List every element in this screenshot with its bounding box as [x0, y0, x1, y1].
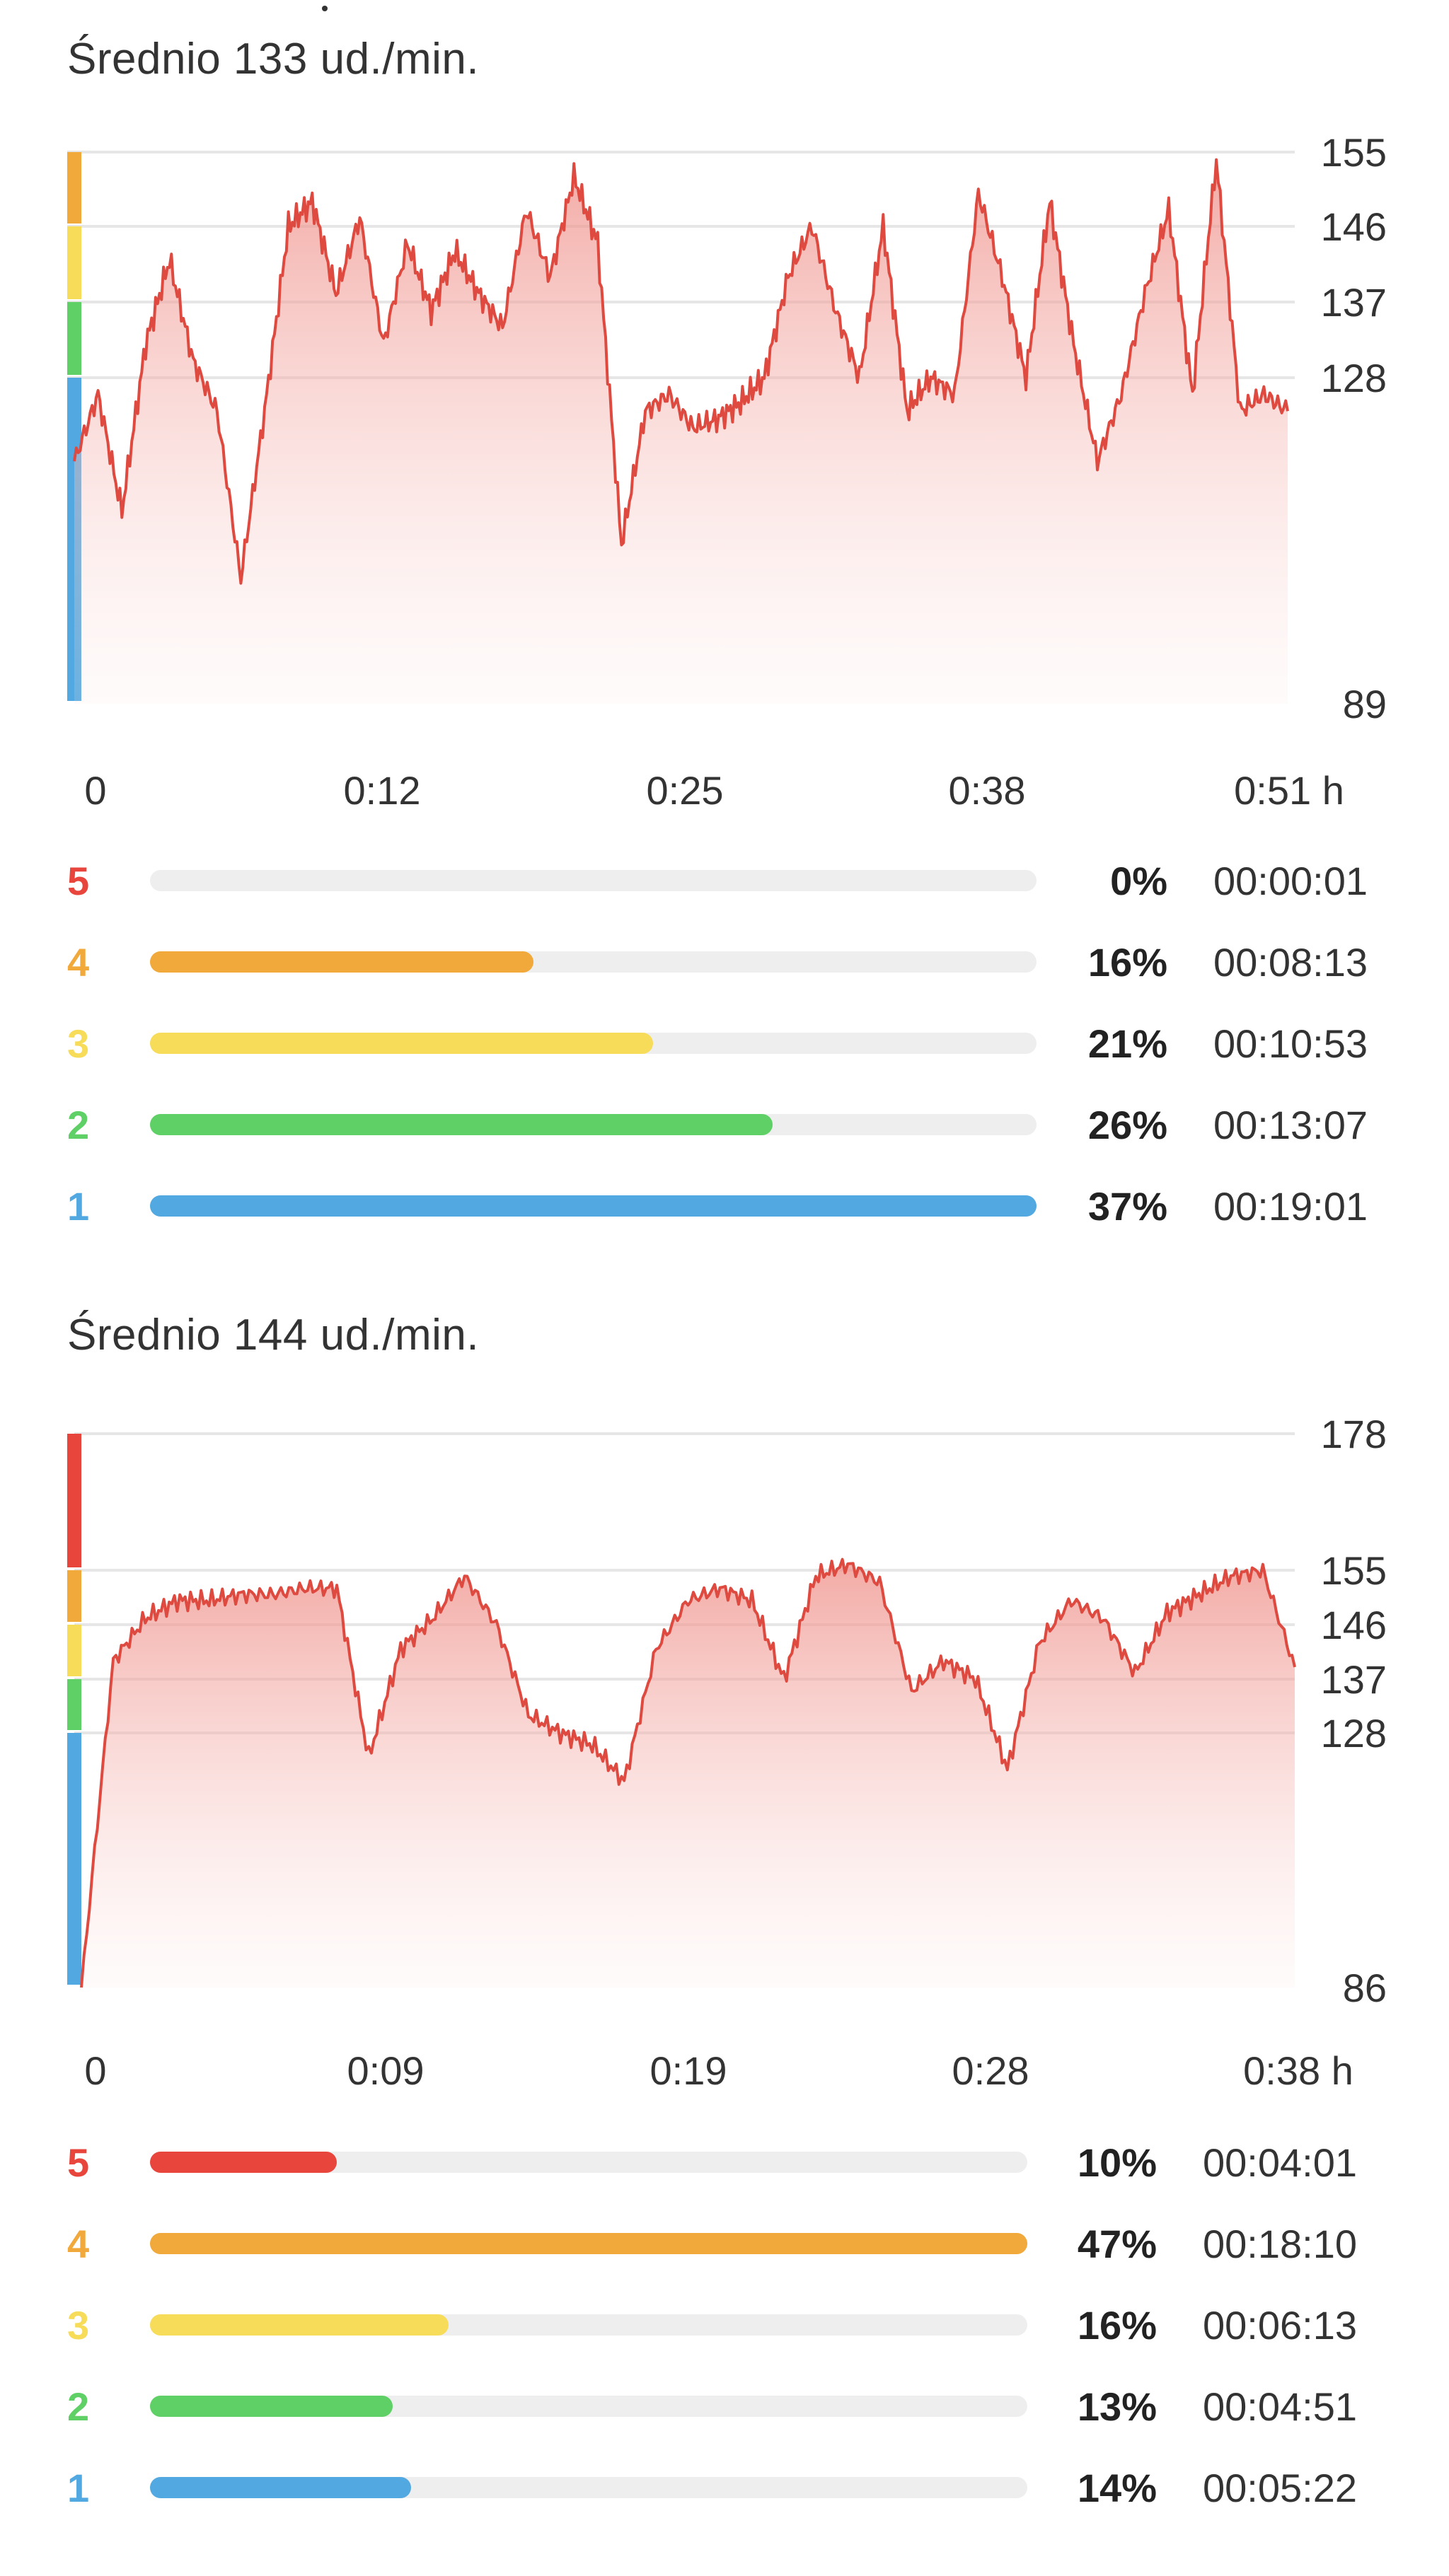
- zone-duration: 00:06:13: [1203, 2303, 1357, 2348]
- zone-duration: 00:18:10: [1203, 2222, 1357, 2266]
- zone-number: 3: [67, 2303, 90, 2348]
- zone-number: 2: [67, 1103, 90, 1147]
- zone-percent: 13%: [1077, 2384, 1157, 2429]
- zone-row-4: 4 47% 00:18:10: [0, 2215, 1449, 2272]
- zone-number: 1: [67, 2466, 90, 2510]
- zone-band-3: [67, 1625, 81, 1676]
- zone-bar-track: [150, 1114, 1037, 1135]
- scroll-indicator-dot: [322, 6, 328, 11]
- zone-percent: 37%: [1087, 1184, 1167, 1229]
- x-tick-label: 0:38 h: [1243, 2048, 1353, 2093]
- zone-row-3: 3 21% 00:10:53: [0, 1015, 1449, 1072]
- x-tick-label: 0:38: [948, 768, 1026, 813]
- zone-band-2: [67, 302, 81, 375]
- zone-percent: 47%: [1077, 2222, 1157, 2266]
- zone-bar-fill: [150, 2233, 1027, 2254]
- zone-bar-track: [150, 2396, 1027, 2417]
- zone-bar-track: [150, 2314, 1027, 2336]
- y-tick-label: 86: [1343, 1966, 1387, 2010]
- x-tick-label: 0: [84, 2048, 107, 2093]
- zone-percent: 14%: [1077, 2466, 1157, 2510]
- x-tick-label: 0:25: [646, 768, 724, 813]
- x-tick-label: 0:09: [347, 2048, 425, 2093]
- zone-percent: 16%: [1077, 2303, 1157, 2348]
- zone-number: 4: [67, 2222, 90, 2266]
- y-tick-label: 89: [1343, 682, 1387, 726]
- zone-bar-fill: [150, 2314, 449, 2336]
- zone-row-3: 3 16% 00:06:13: [0, 2297, 1449, 2353]
- zone-band-5: [67, 1434, 81, 1567]
- y-tick-label: 128: [1321, 356, 1387, 400]
- zone-percent: 26%: [1087, 1103, 1167, 1147]
- zone-row-4: 4 16% 00:08:13: [0, 934, 1449, 990]
- x-tick-label: 0:19: [650, 2048, 727, 2093]
- zone-duration: 00:19:01: [1213, 1184, 1368, 1229]
- zone-bar-track: [150, 2477, 1027, 2498]
- zone-bar-track: [150, 870, 1037, 891]
- zone-bar-fill: [150, 1114, 773, 1135]
- zone-row-1: 1 14% 00:05:22: [0, 2459, 1449, 2516]
- zone-percent: 0%: [1110, 859, 1167, 903]
- zone-duration: 00:10:53: [1213, 1021, 1368, 1066]
- zone-bar-track: [150, 951, 1037, 973]
- y-tick-label: 128: [1321, 1711, 1387, 1756]
- zone-bar-fill: [150, 2477, 412, 2498]
- zone-band-4: [67, 1570, 81, 1622]
- zone-number: 4: [67, 940, 90, 985]
- zone-percent: 10%: [1077, 2140, 1157, 2185]
- y-tick-label: 137: [1321, 1657, 1387, 1702]
- zone-bar-fill: [150, 1195, 1037, 1217]
- average-heart-rate-label: Średnio 133 ud./min.: [67, 35, 480, 83]
- zone-duration: 00:04:01: [1203, 2140, 1357, 2185]
- zone-bar-track: [150, 2233, 1027, 2254]
- y-tick-label: 178: [1321, 1412, 1387, 1456]
- zone-band-2: [67, 1679, 81, 1730]
- zone-percent: 21%: [1087, 1021, 1167, 1066]
- zone-row-2: 2 26% 00:13:07: [0, 1096, 1449, 1153]
- y-tick-label: 155: [1321, 1548, 1387, 1593]
- heart-rate-line: [80, 1557, 1296, 1988]
- y-tick-label: 146: [1321, 204, 1387, 249]
- zone-duration: 00:04:51: [1203, 2384, 1357, 2429]
- zone-row-2: 2 13% 00:04:51: [0, 2378, 1449, 2435]
- zone-number: 3: [67, 1021, 90, 1066]
- zone-duration: 00:13:07: [1213, 1103, 1368, 1147]
- zone-percent: 16%: [1087, 940, 1167, 985]
- zone-number: 1: [67, 1184, 90, 1229]
- x-tick-label: 0:12: [343, 768, 421, 813]
- zone-bar-track: [150, 1033, 1037, 1054]
- heart-rate-section-1: Średnio 133 ud./min. 155 146 137 128 89 0 0:1…: [0, 0, 1449, 1273]
- x-tick-label: 0:28: [952, 2048, 1029, 2093]
- zone-duration: 00:00:01: [1213, 859, 1368, 903]
- x-tick-label: 0: [84, 768, 107, 813]
- zone-row-5: 5 0% 00:00:01: [0, 852, 1449, 909]
- average-heart-rate-label: Średnio 144 ud./min.: [67, 1311, 480, 1359]
- y-tick-label: 137: [1321, 280, 1387, 325]
- zone-duration: 00:08:13: [1213, 940, 1368, 985]
- zone-row-5: 5 10% 00:04:01: [0, 2134, 1449, 2191]
- y-tick-label: 146: [1321, 1603, 1387, 1647]
- heart-rate-area: [74, 159, 1288, 704]
- zone-number: 5: [67, 859, 90, 903]
- zone-band-1: [67, 1733, 81, 1985]
- heart-rate-line: [73, 158, 1289, 585]
- zone-duration: 00:05:22: [1203, 2466, 1357, 2510]
- heart-rate-area: [81, 1559, 1295, 1988]
- y-tick-label: 155: [1321, 130, 1387, 175]
- zone-band-4: [67, 152, 81, 224]
- zone-bar-track: [150, 2152, 1027, 2173]
- zone-bar-fill: [150, 1033, 654, 1054]
- zone-bar-track: [150, 1195, 1037, 1217]
- zone-number: 2: [67, 2384, 90, 2429]
- zone-number: 5: [67, 2140, 90, 2185]
- heart-rate-chart: 155 146 137 128 89: [67, 130, 1387, 726]
- zone-row-1: 1 37% 00:19:01: [0, 1178, 1449, 1234]
- zone-band-3: [67, 226, 81, 299]
- zone-bar-fill: [150, 2152, 337, 2173]
- heart-rate-chart: 178 155 146 137 128 86: [67, 1412, 1387, 2010]
- x-tick-label: 0:51 h: [1234, 768, 1344, 813]
- zone-bar-fill: [150, 2396, 393, 2417]
- zone-bar-fill: [150, 951, 533, 973]
